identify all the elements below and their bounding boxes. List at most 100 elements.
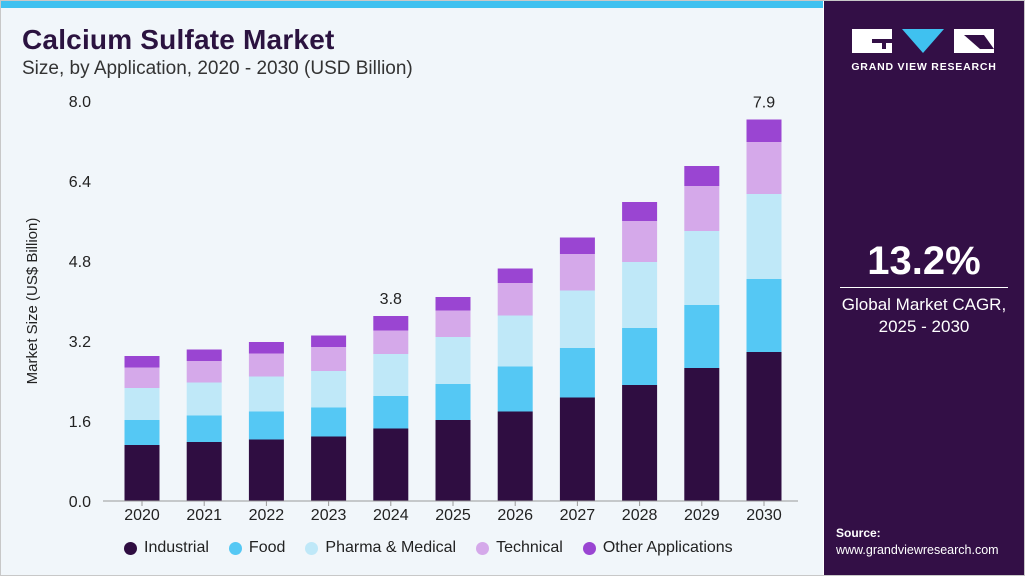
cagr-label: Global Market CAGR, 2025 - 2030 [824,294,1024,338]
legend-label: Industrial [144,539,209,556]
bar-segment-technical-2025 [435,310,471,337]
x-tick-label: 2020 [124,507,160,524]
bar-segment-industrial-2025 [435,420,471,501]
bar-segment-food-2024 [373,396,409,429]
bar-total-label: 3.8 [380,291,402,308]
bar-segment-industrial-2024 [373,428,409,501]
brand-panel: GRAND VIEW RESEARCH 13.2% Global Market … [824,1,1024,575]
bar-segment-food-2023 [311,407,347,437]
source-link[interactable]: www.grandviewresearch.com [836,543,999,557]
bar-segment-food-2028 [622,328,658,385]
y-tick-label: 0.0 [69,494,91,511]
bar-total-label: 7.9 [753,95,775,112]
y-axis-label: Market Size (US$ Billion) [24,218,41,385]
bar-segment-pharma-medical-2021 [186,382,222,416]
bar-segment-technical-2029 [684,186,720,231]
bar-segment-technical-2022 [248,353,284,377]
bar-segment-industrial-2020 [124,445,160,501]
x-axis: 2020 2021 2022 2023 2024 2025 2026 2027 2028 2029… [103,500,798,524]
bar-segment-other-applications-2029 [684,166,720,186]
bars [124,119,782,501]
bar-segment-industrial-2021 [186,442,222,501]
bar-segment-food-2029 [684,305,720,368]
legend-label: Technical [496,539,563,556]
legend-swatch [305,541,319,555]
x-tick-label: 2028 [622,507,658,524]
bar-segment-food-2020 [124,420,160,445]
x-tick-label: 2024 [373,507,409,524]
legend-swatch [124,541,137,555]
legend-label: Food [248,539,286,556]
y-axis: 0.0 1.6 3.2 4.8 6.4 8.0 Market Size (US$ Billi… [24,94,91,511]
bar-segment-pharma-medical-2023 [311,371,347,408]
bar-segment-technical-2020 [124,367,160,388]
bar-segment-pharma-medical-2024 [373,354,409,396]
bar-segment-food-2021 [186,415,222,442]
legend-item: Technical [476,539,563,557]
x-tick-label: 2021 [186,507,222,524]
bar-segment-food-2030 [746,279,782,352]
bar-segment-pharma-medical-2029 [684,231,720,305]
y-tick-label: 6.4 [69,174,91,191]
gvr-logo-icon [852,29,994,53]
legend-swatch [476,541,490,555]
bar-segment-industrial-2023 [311,436,347,501]
x-tick-label: 2030 [746,507,782,524]
annotations: 3.8 7.9 [380,95,776,309]
bar-segment-other-applications-2025 [435,297,471,311]
bar-segment-industrial-2026 [497,411,533,501]
bar-segment-pharma-medical-2025 [435,337,471,384]
bar-segment-industrial-2028 [622,385,658,501]
source-label: Source: [836,526,881,540]
bar-segment-technical-2021 [186,361,222,383]
cagr-label-line2: 2025 - 2030 [878,317,970,336]
x-tick-label: 2023 [311,507,347,524]
bar-segment-food-2026 [497,366,533,412]
brand-name: GRAND VIEW RESEARCH [851,61,997,73]
accent-top-bar [1,1,823,8]
stacked-bar-chart: 0.0 1.6 3.2 4.8 6.4 8.0 Market Size (US$ Billi… [24,94,798,524]
legend-label: Pharma & Medical [325,539,457,556]
bar-segment-technical-2028 [622,221,658,262]
bar-segment-industrial-2022 [248,439,284,501]
bar-segment-other-applications-2024 [373,316,409,331]
bar-segment-food-2027 [559,348,595,398]
bar-segment-other-applications-2028 [622,202,658,221]
bar-segment-pharma-medical-2020 [124,388,160,420]
y-tick-label: 4.8 [69,254,91,271]
bar-segment-food-2025 [435,384,471,420]
bar-segment-industrial-2027 [559,397,595,501]
bar-segment-other-applications-2030 [746,119,782,142]
bar-segment-technical-2030 [746,142,782,194]
bar-segment-food-2022 [248,411,284,440]
y-tick-label: 8.0 [69,94,91,111]
legend-item: Pharma & Medical [305,539,456,557]
bar-segment-other-applications-2023 [311,335,347,347]
chart-legend: Industrial Food Pharma & Medical Technical O… [124,538,753,558]
bar-segment-pharma-medical-2028 [622,262,658,328]
legend-swatch [582,541,596,555]
bar-segment-pharma-medical-2030 [746,194,782,279]
bar-segment-pharma-medical-2027 [559,290,595,348]
chart-title: Calcium Sulfate Market [22,24,335,55]
legend-swatch [228,541,242,555]
bar-segment-pharma-medical-2022 [248,376,284,412]
x-tick-label: 2025 [435,507,471,524]
x-tick-label: 2027 [560,507,596,524]
bar-segment-industrial-2030 [746,352,782,501]
y-tick-label: 1.6 [69,414,91,431]
legend-label: Other Applications [602,539,733,556]
chart-subtitle: Size, by Application, 2020 - 2030 (USD B… [22,58,413,79]
bar-segment-technical-2024 [373,330,409,354]
bar-segment-technical-2026 [497,283,533,316]
bar-segment-other-applications-2027 [559,237,595,254]
x-tick-label: 2029 [684,507,720,524]
bar-segment-other-applications-2026 [497,268,533,283]
bar-segment-technical-2023 [311,347,347,371]
bar-segment-technical-2027 [559,254,595,291]
cagr-divider [840,287,1008,288]
cagr-value: 13.2% [867,239,981,283]
legend-item: Other Applications [582,539,733,557]
legend-item: Industrial [124,539,209,557]
y-tick-label: 3.2 [69,334,91,351]
